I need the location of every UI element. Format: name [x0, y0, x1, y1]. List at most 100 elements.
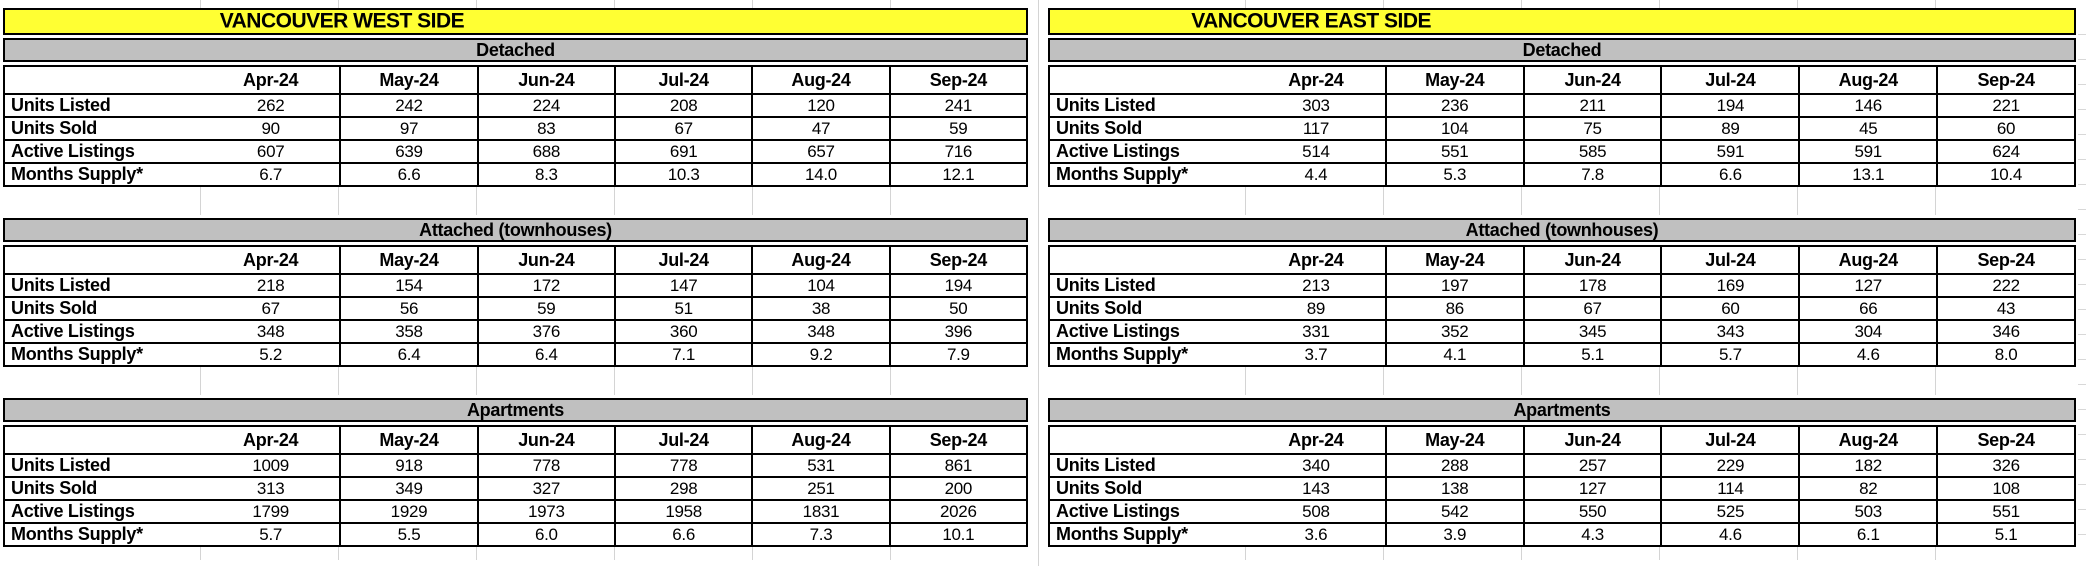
value-cell[interactable]: 10.3: [613, 164, 751, 185]
value-cell[interactable]: 50: [888, 298, 1026, 319]
month-header-cell[interactable]: Aug-24: [751, 67, 888, 93]
value-cell[interactable]: 13.1: [1798, 164, 1936, 185]
value-cell[interactable]: 143: [1302, 478, 1330, 498]
corner-cell[interactable]: [5, 427, 202, 453]
value-cell[interactable]: 340: [1302, 455, 1330, 475]
value-cell[interactable]: 75: [1522, 118, 1661, 139]
row-label[interactable]: Months Supply*: [11, 164, 143, 184]
value-cell[interactable]: 6.4: [476, 344, 614, 365]
value-cell[interactable]: 262: [256, 95, 285, 115]
value-cell[interactable]: 221: [1936, 95, 2074, 116]
value-cell[interactable]: 6.1: [1798, 524, 1936, 545]
row-label[interactable]: Active Listings: [1056, 501, 1180, 521]
value-cell[interactable]: 10.1: [888, 524, 1026, 545]
value-cell[interactable]: 236: [1384, 95, 1523, 116]
value-cell[interactable]: 1929: [339, 501, 476, 522]
month-header-cell[interactable]: Aug-24: [1798, 427, 1936, 453]
value-cell[interactable]: 6.6: [613, 524, 751, 545]
value-cell[interactable]: 591: [1660, 141, 1798, 162]
month-header-cell[interactable]: Sep-24: [888, 67, 1026, 93]
value-cell[interactable]: 218: [256, 275, 285, 295]
month-header-cell[interactable]: Sep-24: [888, 427, 1026, 453]
value-cell[interactable]: 1958: [613, 501, 751, 522]
row-label[interactable]: Months Supply*: [1056, 164, 1188, 184]
month-header-cell[interactable]: Aug-24: [751, 427, 888, 453]
value-cell[interactable]: 51: [613, 298, 751, 319]
value-cell[interactable]: 8.3: [476, 164, 614, 185]
value-cell[interactable]: 146: [1798, 95, 1936, 116]
value-cell[interactable]: 10.4: [1936, 164, 2074, 185]
region-title-cell-east[interactable]: VANCOUVER EAST SIDE: [1048, 8, 2076, 35]
value-cell[interactable]: 241: [888, 95, 1026, 116]
month-header-cell[interactable]: Aug-24: [1798, 247, 1936, 273]
row-label[interactable]: Units Listed: [1056, 95, 1156, 115]
value-cell[interactable]: 5.2: [259, 344, 283, 364]
value-cell[interactable]: 376: [476, 321, 614, 342]
section-band-attached[interactable]: Attached (townhouses): [1048, 218, 2076, 242]
month-header-cell[interactable]: Jun-24: [1522, 67, 1661, 93]
value-cell[interactable]: 251: [751, 478, 888, 499]
month-header-cell[interactable]: Sep-24: [1936, 247, 2074, 273]
value-cell[interactable]: 172: [476, 275, 614, 296]
value-cell[interactable]: 3.7: [1304, 344, 1328, 364]
value-cell[interactable]: 327: [476, 478, 614, 499]
corner-cell[interactable]: [1050, 427, 1247, 453]
region-title-cell-west[interactable]: VANCOUVER WEST SIDE: [3, 8, 1028, 35]
value-cell[interactable]: 7.3: [751, 524, 888, 545]
value-cell[interactable]: 861: [888, 455, 1026, 476]
corner-cell[interactable]: [5, 67, 202, 93]
value-cell[interactable]: 9.2: [751, 344, 888, 365]
value-cell[interactable]: 5.7: [1660, 344, 1798, 365]
value-cell[interactable]: 1831: [751, 501, 888, 522]
value-cell[interactable]: 90: [261, 118, 281, 138]
month-header-cell[interactable]: Jun-24: [476, 247, 614, 273]
row-label[interactable]: Units Sold: [1056, 478, 1142, 498]
value-cell[interactable]: 639: [339, 141, 476, 162]
value-cell[interactable]: 6.7: [259, 164, 283, 184]
row-label[interactable]: Units Listed: [11, 95, 111, 115]
value-cell[interactable]: 591: [1798, 141, 1936, 162]
value-cell[interactable]: 197: [1384, 275, 1523, 296]
value-cell[interactable]: 346: [1936, 321, 2074, 342]
value-cell[interactable]: 1009: [252, 455, 289, 475]
value-cell[interactable]: 4.4: [1304, 164, 1328, 184]
month-header-cell[interactable]: Sep-24: [1936, 67, 2074, 93]
month-header-cell[interactable]: Apr-24: [1288, 69, 1344, 90]
value-cell[interactable]: 104: [1384, 118, 1523, 139]
value-cell[interactable]: 117: [1302, 118, 1330, 138]
value-cell[interactable]: 918: [339, 455, 476, 476]
month-header-cell[interactable]: Jul-24: [1660, 247, 1798, 273]
month-header-cell[interactable]: Jun-24: [476, 427, 614, 453]
value-cell[interactable]: 127: [1522, 478, 1661, 499]
value-cell[interactable]: 531: [751, 455, 888, 476]
row-label[interactable]: Months Supply*: [1056, 524, 1188, 544]
value-cell[interactable]: 352: [1384, 321, 1523, 342]
value-cell[interactable]: 716: [888, 141, 1026, 162]
value-cell[interactable]: 229: [1660, 455, 1798, 476]
month-header-cell[interactable]: Sep-24: [1936, 427, 2074, 453]
value-cell[interactable]: 104: [751, 275, 888, 296]
value-cell[interactable]: 396: [888, 321, 1026, 342]
value-cell[interactable]: 3.6: [1304, 524, 1328, 544]
value-cell[interactable]: 551: [1936, 501, 2074, 522]
row-label[interactable]: Months Supply*: [11, 344, 143, 364]
value-cell[interactable]: 657: [751, 141, 888, 162]
value-cell[interactable]: 257: [1522, 455, 1661, 476]
month-header-cell[interactable]: Apr-24: [243, 69, 299, 90]
value-cell[interactable]: 343: [1660, 321, 1798, 342]
value-cell[interactable]: 213: [1302, 275, 1330, 295]
value-cell[interactable]: 59: [476, 298, 614, 319]
month-header-cell[interactable]: Sep-24: [888, 247, 1026, 273]
value-cell[interactable]: 154: [339, 275, 476, 296]
value-cell[interactable]: 5.1: [1936, 524, 2074, 545]
section-band-apartments[interactable]: Apartments: [3, 398, 1028, 422]
month-header-cell[interactable]: Aug-24: [751, 247, 888, 273]
month-header-cell[interactable]: Apr-24: [243, 249, 299, 270]
value-cell[interactable]: 97: [339, 118, 476, 139]
value-cell[interactable]: 194: [888, 275, 1026, 296]
month-header-cell[interactable]: May-24: [1384, 247, 1523, 273]
value-cell[interactable]: 224: [476, 95, 614, 116]
row-label[interactable]: Active Listings: [1056, 141, 1180, 161]
value-cell[interactable]: 5.7: [259, 524, 283, 544]
row-label[interactable]: Units Sold: [1056, 118, 1142, 138]
